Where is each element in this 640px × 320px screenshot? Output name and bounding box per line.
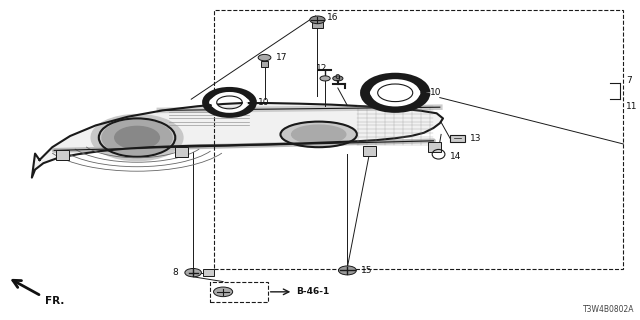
- Text: 9: 9: [335, 74, 340, 83]
- Circle shape: [185, 268, 202, 277]
- Polygon shape: [32, 103, 443, 178]
- Circle shape: [214, 287, 233, 297]
- Text: 16: 16: [327, 13, 339, 22]
- Bar: [56, 150, 69, 160]
- Bar: [260, 61, 268, 67]
- Text: 17: 17: [276, 53, 287, 62]
- Bar: [364, 146, 376, 156]
- Circle shape: [320, 76, 330, 81]
- Text: 15: 15: [362, 266, 373, 275]
- Text: 10: 10: [258, 98, 269, 107]
- Text: B-46-1: B-46-1: [296, 287, 330, 296]
- Text: 11: 11: [626, 102, 637, 111]
- Text: 14: 14: [450, 152, 461, 161]
- Ellipse shape: [292, 125, 346, 144]
- Text: T3W4B0802A: T3W4B0802A: [583, 305, 634, 314]
- Bar: [214, 10, 623, 269]
- Circle shape: [310, 16, 325, 24]
- Bar: [428, 142, 441, 152]
- Text: 10: 10: [430, 88, 442, 97]
- Ellipse shape: [280, 122, 357, 147]
- Text: FR.: FR.: [45, 296, 64, 306]
- Text: 7: 7: [626, 76, 632, 85]
- Text: 12: 12: [316, 64, 328, 73]
- Text: 13: 13: [470, 134, 482, 143]
- Circle shape: [115, 126, 159, 149]
- Bar: [203, 269, 214, 276]
- Bar: [175, 147, 188, 157]
- Circle shape: [91, 115, 183, 161]
- Text: 8: 8: [173, 268, 179, 277]
- Circle shape: [333, 76, 343, 81]
- Bar: [312, 20, 323, 28]
- Circle shape: [339, 266, 356, 275]
- Bar: [450, 135, 465, 142]
- Bar: [211, 282, 268, 302]
- Circle shape: [258, 54, 271, 61]
- Circle shape: [102, 120, 172, 155]
